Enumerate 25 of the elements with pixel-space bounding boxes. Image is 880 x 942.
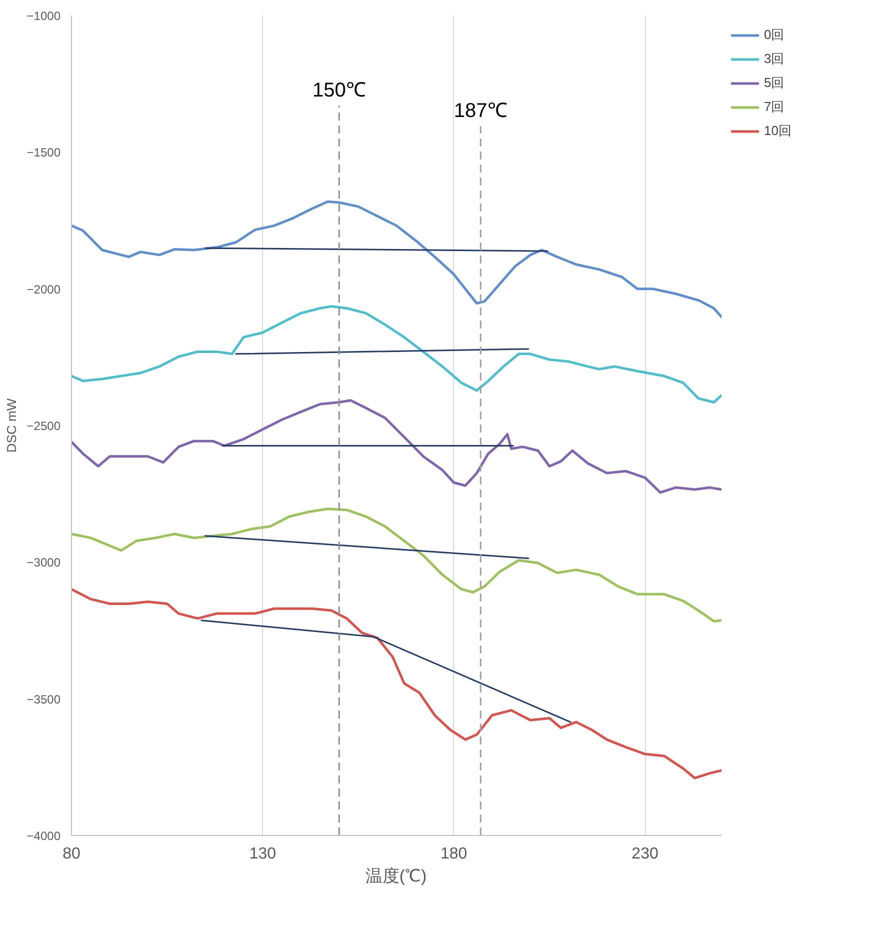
legend-label: 10回 xyxy=(764,122,792,140)
x-tick-label: 180 xyxy=(440,846,468,862)
ref-line-label: 187℃ xyxy=(454,100,508,122)
y-tick-label: −2500 xyxy=(26,419,61,433)
legend-label: 7回 xyxy=(764,98,784,116)
y-tick-label: −1500 xyxy=(26,146,61,160)
x-tick-label: 230 xyxy=(632,846,658,862)
x-tick-label: 130 xyxy=(249,846,276,862)
y-tick-label: −1000 xyxy=(26,9,61,23)
y-tick-label: −4000 xyxy=(26,829,61,843)
x-axis-title: 温度(℃) xyxy=(365,866,427,886)
line-series xyxy=(72,588,722,780)
ref-line-label: 150℃ xyxy=(312,80,366,102)
legend-label: 3回 xyxy=(764,50,784,68)
y-tick-label: −2000 xyxy=(26,282,61,296)
line-series xyxy=(72,399,722,494)
y-axis-title: DSC mW xyxy=(4,398,19,453)
line-series xyxy=(72,200,722,318)
legend-label: 5回 xyxy=(764,74,784,92)
line-series xyxy=(72,305,722,404)
x-tick-label: 80 xyxy=(62,846,80,862)
line-series xyxy=(72,508,722,622)
y-tick-label: −3000 xyxy=(26,556,61,570)
y-tick-label: −3500 xyxy=(26,692,61,706)
legend-label: 0回 xyxy=(764,26,784,44)
